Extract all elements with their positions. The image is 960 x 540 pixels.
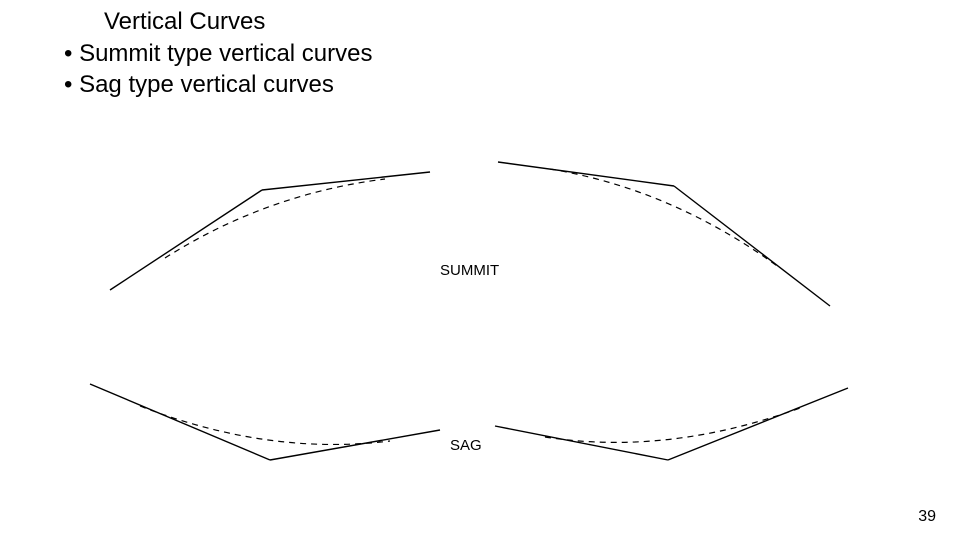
parabolic-curve <box>545 408 800 442</box>
summit-left-curve <box>110 172 430 290</box>
parabolic-curve <box>550 169 780 268</box>
parabolic-curve <box>140 406 390 444</box>
tangent-line <box>668 388 848 460</box>
page-number: 39 <box>918 508 936 526</box>
slide-header: Vertical Curves • Summit type vertical c… <box>0 0 960 100</box>
summit-right-curve <box>498 162 830 306</box>
summit-label: SUMMIT <box>440 262 499 279</box>
diagram-svg: SUMMIT SAG <box>0 130 960 500</box>
sag-right-curve <box>495 388 848 460</box>
tangent-line <box>498 162 674 186</box>
tangent-line <box>674 186 830 306</box>
tangent-line <box>262 172 430 190</box>
slide-title: Vertical Curves <box>64 8 896 36</box>
tangent-line <box>110 190 262 290</box>
parabolic-curve <box>165 179 385 258</box>
tangent-line <box>90 384 270 460</box>
bullet-list: • Summit type vertical curves • Sag type… <box>64 38 896 100</box>
bullet-item: • Sag type vertical curves <box>64 69 896 100</box>
sag-label: SAG <box>450 437 482 454</box>
sag-left-curve <box>90 384 440 460</box>
curves-diagram: SUMMIT SAG <box>0 130 960 500</box>
tangent-line <box>270 430 440 460</box>
tangent-line <box>495 426 668 460</box>
bullet-item: • Summit type vertical curves <box>64 38 896 69</box>
